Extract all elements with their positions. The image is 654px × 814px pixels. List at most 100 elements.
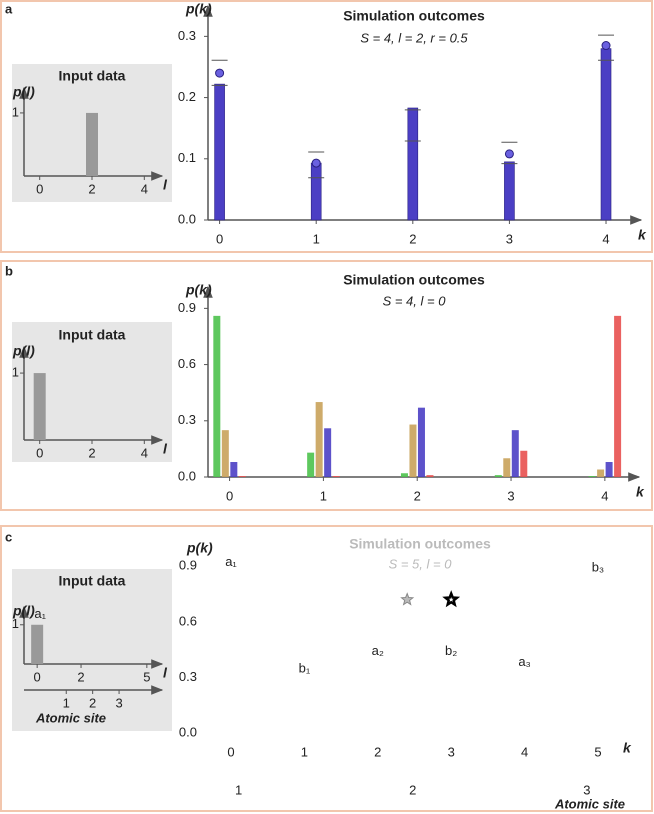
x2-axis-label: Atomic site [35,710,106,725]
y-tick-label: 0.9 [179,558,197,573]
x-tick-label: 2 [88,445,95,460]
y-tick-label: 1 [12,104,19,119]
annotation: a₁ [34,606,46,621]
x-tick-label: 2 [77,669,84,684]
x-tick-label: 3 [448,744,455,759]
y-axis-label: p(k) [186,540,213,556]
bar [307,452,315,477]
bar [597,469,605,477]
x-axis-label: k [638,227,647,243]
bar [230,462,238,477]
point-label: a₁ [225,554,237,569]
x2-tick-label: 2 [409,782,416,797]
bar [238,476,246,477]
x-tick-label: 1 [301,744,308,759]
chart-title: Simulation outcomes [343,8,485,24]
bar [221,430,229,477]
bar [310,162,322,221]
x-tick-label: 0 [226,488,233,503]
panel-label: a [5,1,13,16]
y-axis-label: p(k) [185,282,212,298]
y-tick-label: 1 [12,616,19,631]
bar [605,462,613,477]
x-axis-label: l [163,665,168,681]
bar [494,475,502,477]
panel-border [0,525,653,812]
chart-title: Simulation outcomes [343,272,485,288]
chart-subtitle: S = 4, l = 0 [383,293,447,308]
theory-point [601,41,611,51]
bar [409,424,417,477]
x-axis-label: k [623,740,632,756]
y-axis-label: p(k) [185,1,212,17]
x2-tick-label: 2 [89,695,96,710]
bar [324,428,332,477]
chart-title: Input data [59,573,126,589]
panel-border [0,0,653,253]
bar [315,402,323,477]
x-tick-label: 2 [88,181,95,196]
x-tick-label: 2 [414,488,421,503]
x-tick-label: 0 [227,744,234,759]
x-axis-label: l [163,177,168,193]
point-label: a₃ [518,654,531,669]
y-tick-label: 0.6 [178,356,196,371]
bar [214,83,225,221]
bar [588,476,596,477]
y-tick-label: 1 [12,365,19,380]
x-tick-label: 1 [313,231,320,246]
bar [407,107,419,221]
x-tick-label: 3 [507,488,514,503]
x2-tick-label: 3 [115,695,122,710]
star [400,592,415,606]
chart-subtitle: S = 4, l = 2, r = 0.5 [360,30,468,45]
bar [520,450,528,477]
point-label: b₃ [592,560,605,575]
y-axis-label: p(l) [12,84,35,100]
panel-label: c [5,529,12,544]
y-axis-label: p(l) [12,343,35,359]
x-tick-label: 1 [320,488,327,503]
panel-label: b [5,263,13,278]
x-tick-label: 5 [143,669,150,684]
x-tick-label: 4 [521,744,528,759]
y-tick-label: 0.0 [179,724,197,739]
bar [503,458,511,477]
x2-axis-label: Atomic site [554,796,625,811]
bar [86,112,98,176]
bar [417,407,425,477]
point-label: a₂ [372,643,384,658]
bar [426,475,434,477]
bar [400,473,408,477]
bar [213,315,221,477]
x-axis-label: k [636,484,645,500]
y-tick-label: 0.2 [178,89,196,104]
x-tick-label: 4 [601,488,608,503]
y-tick-label: 0.3 [178,28,196,43]
y-axis-label: p(l) [12,603,35,619]
point-label: b₁ [299,661,311,676]
x-tick-label: 0 [36,181,43,196]
bar [31,624,44,664]
chart-subtitle: S = 5, l = 0 [389,556,453,571]
x-tick-label: 4 [141,445,148,460]
x-tick-label: 4 [141,181,148,196]
chart-title: Input data [59,327,126,343]
bar [511,430,519,477]
chart-title: Input data [59,68,126,84]
x-tick-label: 3 [506,231,513,246]
x2-tick-label: 1 [235,782,242,797]
x-tick-label: 0 [216,231,223,246]
x-tick-label: 2 [409,231,416,246]
y-tick-label: 0.0 [178,211,196,226]
y-tick-label: 0.0 [178,468,196,483]
theory-point [215,68,225,78]
y-tick-label: 0.3 [179,669,197,684]
bar [614,315,622,477]
bar [504,161,515,221]
star [442,590,461,608]
x-tick-label: 4 [602,231,609,246]
theory-point [311,158,321,168]
x-tick-label: 2 [374,744,381,759]
